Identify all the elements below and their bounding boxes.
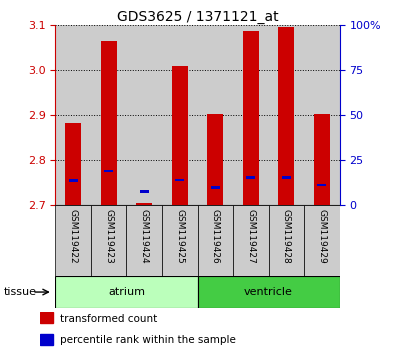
Bar xyxy=(243,31,259,205)
Text: GSM119429: GSM119429 xyxy=(318,209,326,264)
Bar xyxy=(126,25,162,205)
Text: GSM119422: GSM119422 xyxy=(69,209,77,263)
Bar xyxy=(91,25,126,205)
Bar xyxy=(211,186,220,189)
Bar xyxy=(101,41,117,205)
Bar xyxy=(304,25,340,205)
Text: GSM119426: GSM119426 xyxy=(211,209,220,264)
Bar xyxy=(269,205,304,276)
Bar xyxy=(318,184,326,186)
Bar xyxy=(207,114,223,205)
Bar xyxy=(304,205,340,276)
Bar xyxy=(278,27,294,205)
Bar xyxy=(40,312,53,323)
Bar xyxy=(198,25,233,205)
Bar xyxy=(246,176,255,179)
Bar xyxy=(55,205,91,276)
Bar xyxy=(55,276,198,308)
Bar xyxy=(136,202,152,205)
Text: GSM119425: GSM119425 xyxy=(175,209,184,264)
Text: GSM119428: GSM119428 xyxy=(282,209,291,264)
Text: tissue: tissue xyxy=(4,287,37,297)
Title: GDS3625 / 1371121_at: GDS3625 / 1371121_at xyxy=(117,10,278,24)
Bar xyxy=(198,276,340,308)
Bar xyxy=(55,25,91,205)
Bar xyxy=(91,205,126,276)
Bar xyxy=(314,114,330,205)
Bar xyxy=(162,205,198,276)
Bar xyxy=(65,123,81,205)
Text: GSM119427: GSM119427 xyxy=(246,209,255,264)
Text: ventricle: ventricle xyxy=(244,287,293,297)
Bar xyxy=(269,25,304,205)
Bar xyxy=(282,176,291,179)
Bar xyxy=(233,205,269,276)
Bar xyxy=(172,66,188,205)
Text: transformed count: transformed count xyxy=(60,314,157,324)
Text: GSM119424: GSM119424 xyxy=(140,209,149,263)
Bar xyxy=(233,25,269,205)
Bar xyxy=(175,179,184,181)
Bar xyxy=(40,334,53,345)
Text: atrium: atrium xyxy=(108,287,145,297)
Bar xyxy=(126,205,162,276)
Bar xyxy=(69,179,77,182)
Bar xyxy=(104,170,113,172)
Bar xyxy=(198,205,233,276)
Text: percentile rank within the sample: percentile rank within the sample xyxy=(60,335,235,345)
Bar xyxy=(140,190,149,193)
Text: GSM119423: GSM119423 xyxy=(104,209,113,264)
Bar xyxy=(162,25,198,205)
